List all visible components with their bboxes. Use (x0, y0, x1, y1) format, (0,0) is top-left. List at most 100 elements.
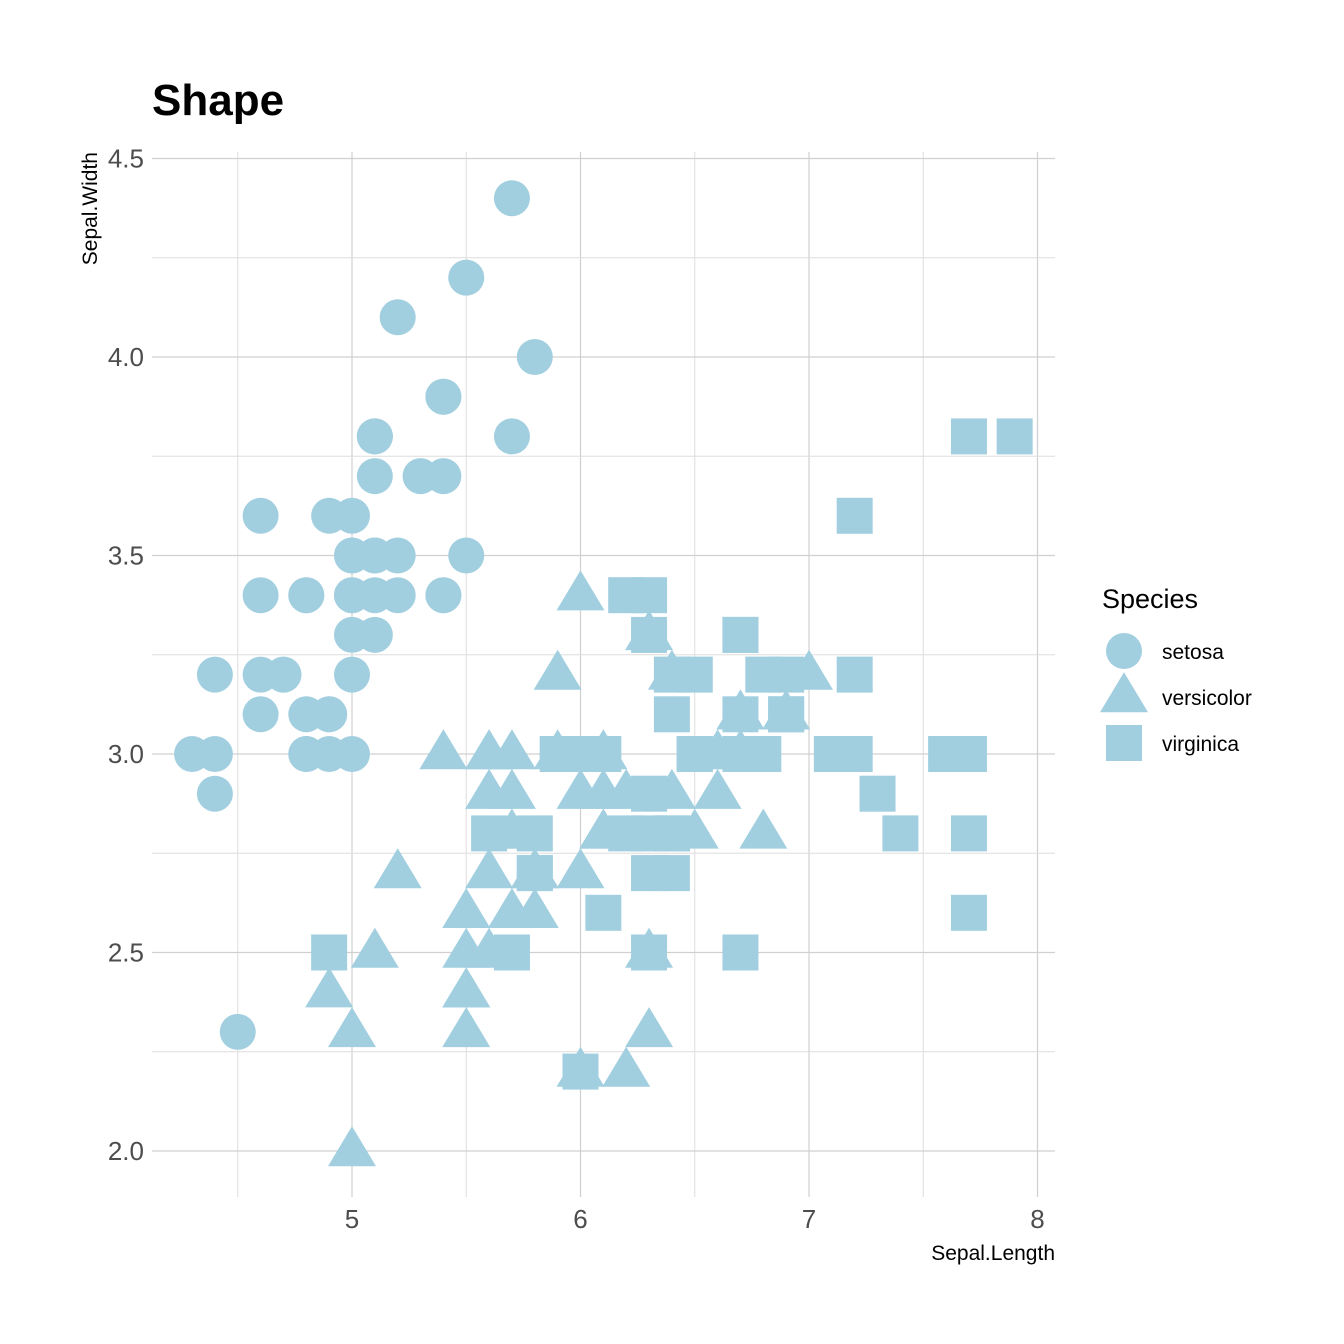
legend-label-setosa: setosa (1162, 641, 1224, 664)
virginica-point (722, 616, 759, 653)
versicolor-point (556, 848, 605, 889)
setosa-point (242, 656, 279, 693)
data-points (174, 180, 1033, 1167)
virginica-point (859, 775, 896, 812)
versicolor-point (442, 888, 491, 928)
setosa-point (356, 577, 393, 614)
setosa-point (196, 736, 233, 772)
virginica-point (950, 736, 987, 772)
virginica-point (631, 934, 668, 971)
setosa-point (425, 378, 462, 415)
versicolor-point (487, 729, 536, 770)
versicolor-point (442, 927, 491, 968)
versicolor-point (693, 768, 742, 809)
legend-label-versicolor: versicolor (1162, 687, 1252, 710)
y-tick-label: 4.0 (108, 342, 144, 372)
setosa-point (196, 656, 233, 693)
virginica-point (608, 577, 645, 614)
virginica-point (836, 656, 873, 693)
setosa-point (379, 299, 416, 336)
virginica-point (996, 418, 1033, 455)
virginica-point (836, 736, 873, 772)
x-tick-label: 5 (345, 1204, 359, 1234)
versicolor-point (465, 848, 514, 889)
setosa-point (402, 458, 439, 495)
versicolor-point (328, 1007, 376, 1048)
virginica-point (631, 855, 668, 892)
virginica-point (882, 815, 919, 852)
setosa-point (425, 577, 462, 614)
virginica-point (585, 894, 622, 931)
virginica-point (676, 736, 713, 772)
setosa-point (334, 537, 370, 574)
versicolor-point (328, 1126, 376, 1167)
y-axis-ticks: 2.0 2.5 3.0 3.5 4.0 4.5 (108, 144, 144, 1167)
setosa-point (196, 775, 233, 812)
virginica-point (631, 815, 668, 852)
virginica-point (722, 696, 759, 733)
legend-key-versicolor (1100, 672, 1148, 713)
virginica-point (722, 934, 759, 971)
virginica-point (950, 815, 987, 852)
versicolor-point (625, 1007, 674, 1048)
y-axis-title: Sepal.Width (79, 152, 102, 265)
virginica-point (722, 736, 759, 772)
y-tick-label: 3.5 (108, 541, 144, 571)
x-axis-ticks: 5 6 7 8 (345, 1204, 1045, 1234)
legend: Species setosa versicolor virginica (1100, 584, 1252, 761)
setosa-point (356, 418, 393, 455)
versicolor-point (442, 1007, 491, 1048)
virginica-point (516, 855, 553, 892)
x-axis-title: Sepal.Length (931, 1242, 1055, 1265)
setosa-point (334, 736, 370, 772)
setosa-point (288, 736, 325, 772)
virginica-point (836, 497, 873, 534)
versicolor-point (305, 967, 354, 1008)
setosa-point (379, 537, 416, 574)
legend-items: setosa versicolor virginica (1100, 633, 1252, 761)
x-tick-label: 8 (1030, 1204, 1044, 1234)
legend-key-virginica (1106, 725, 1142, 761)
versicolor-point (442, 967, 491, 1008)
y-tick-label: 4.5 (108, 144, 144, 174)
setosa-point (242, 577, 279, 614)
setosa-point (448, 537, 485, 574)
virginica-point (653, 656, 690, 693)
virginica-point (631, 616, 668, 653)
virginica-point (745, 656, 782, 693)
y-tick-label: 2.0 (108, 1136, 144, 1166)
versicolor-point (510, 888, 559, 928)
versicolor-point (373, 848, 422, 889)
setosa-point (242, 696, 279, 733)
setosa-point (493, 418, 530, 455)
versicolor-point (487, 768, 536, 809)
x-tick-label: 6 (573, 1204, 587, 1234)
virginica-point (562, 1053, 599, 1090)
setosa-point (311, 497, 348, 534)
virginica-point (471, 815, 508, 852)
virginica-point (631, 775, 668, 812)
versicolor-point (602, 1046, 651, 1087)
setosa-point (516, 339, 553, 375)
legend-key-setosa (1106, 633, 1142, 669)
chart-title: Shape (152, 76, 284, 125)
versicolor-point (739, 808, 788, 849)
setosa-point (334, 616, 370, 653)
versicolor-point (419, 729, 468, 770)
setosa-point (288, 577, 325, 614)
versicolor-point (556, 570, 605, 611)
y-tick-label: 3.0 (108, 739, 144, 769)
setosa-point (311, 696, 348, 733)
virginica-point (311, 934, 348, 971)
setosa-point (334, 656, 370, 693)
versicolor-point (533, 649, 582, 690)
setosa-point (356, 458, 393, 495)
setosa-point (242, 497, 279, 534)
versicolor-point (556, 768, 605, 809)
legend-title: Species (1102, 584, 1198, 614)
setosa-point (219, 1013, 256, 1050)
legend-label-virginica: virginica (1162, 733, 1239, 756)
setosa-point (448, 259, 485, 296)
virginica-point (950, 418, 987, 455)
